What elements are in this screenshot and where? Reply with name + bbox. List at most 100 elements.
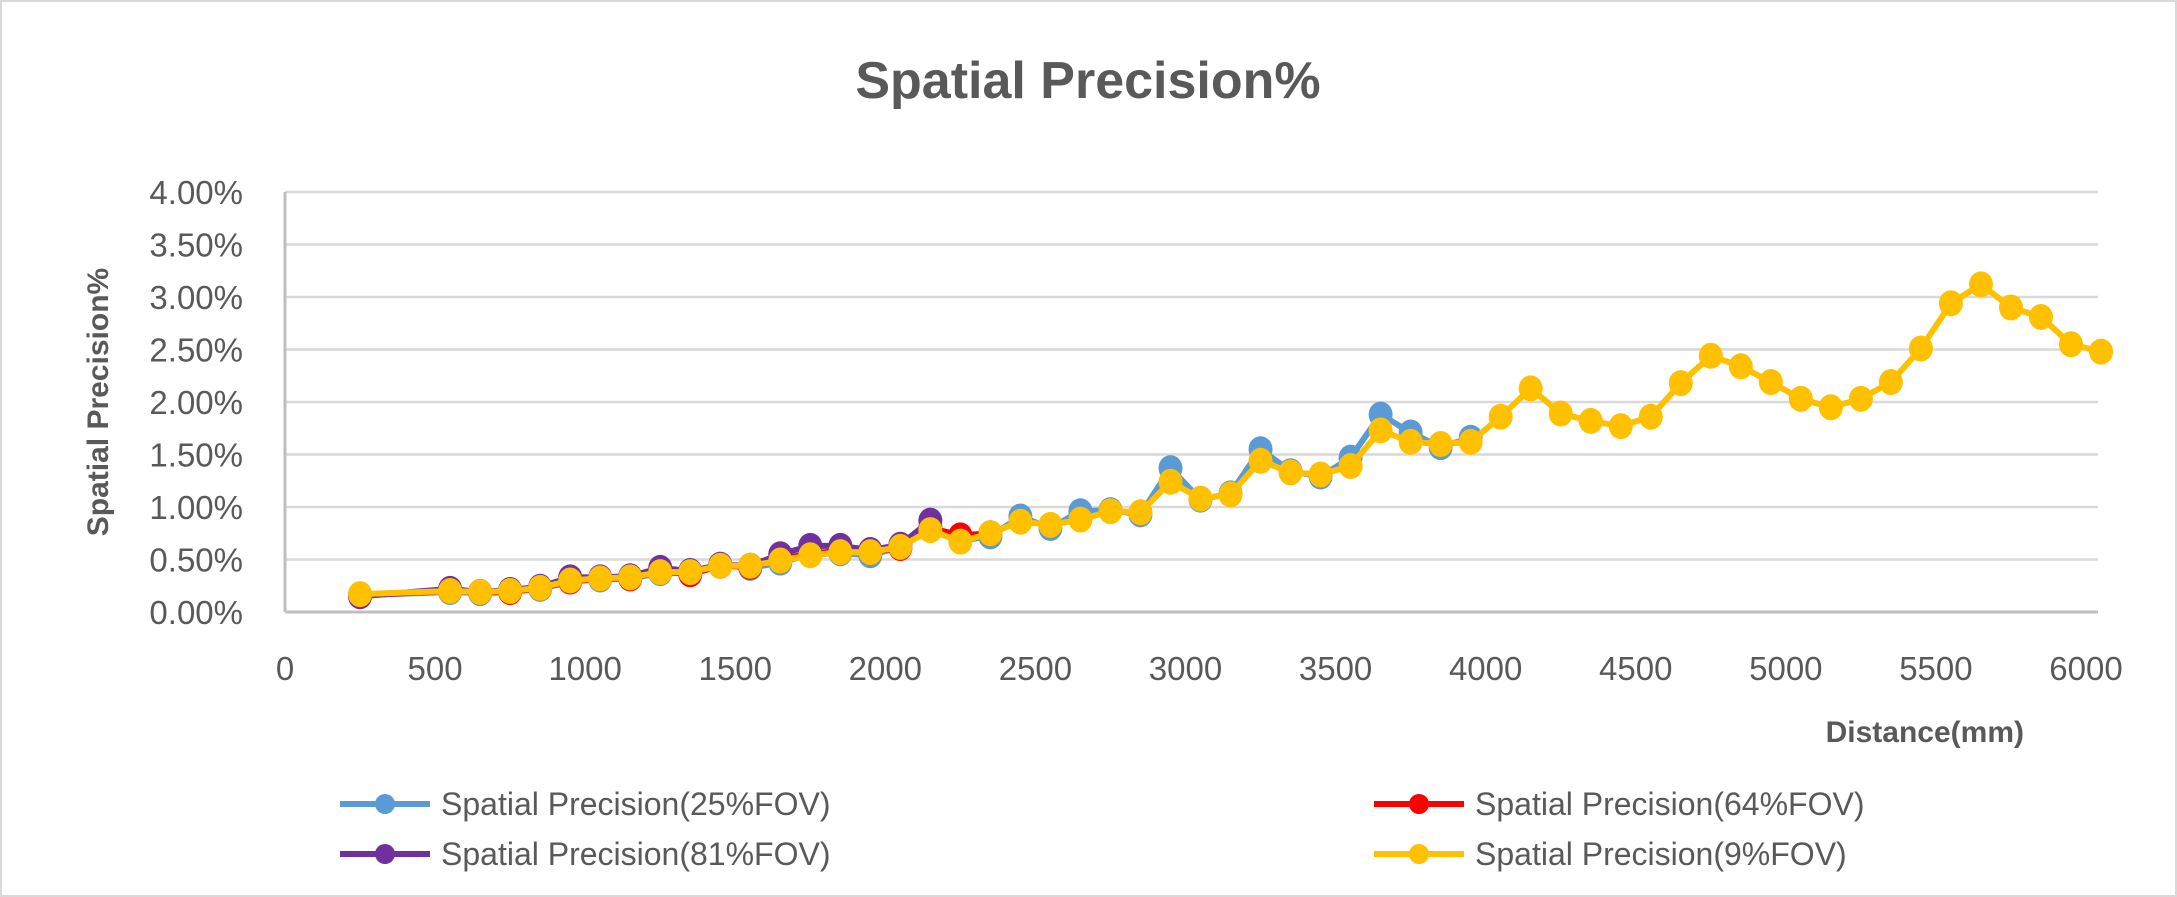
data-point bbox=[798, 542, 823, 569]
y-tick-label: 0.50% bbox=[149, 542, 243, 579]
x-tick-label: 2000 bbox=[849, 650, 922, 687]
x-tick-label: 2500 bbox=[999, 650, 1072, 687]
data-point bbox=[1578, 407, 1603, 434]
data-point bbox=[1938, 290, 1963, 317]
x-tick-label: 1500 bbox=[699, 650, 772, 687]
data-point bbox=[348, 581, 373, 608]
data-point bbox=[498, 578, 523, 604]
legend-marker bbox=[375, 844, 395, 864]
data-point bbox=[468, 579, 493, 606]
data-point bbox=[888, 533, 913, 560]
y-tick-label: 0.00% bbox=[149, 594, 243, 631]
x-tick-label: 3500 bbox=[1299, 650, 1372, 687]
data-point bbox=[1758, 369, 1783, 396]
data-point bbox=[1848, 385, 1873, 412]
legend: Spatial Precision(25%FOV) Spatial Precisi… bbox=[340, 786, 1864, 872]
data-point bbox=[2028, 303, 2053, 330]
data-point bbox=[678, 559, 703, 586]
data-point bbox=[528, 574, 553, 601]
legend-item: Spatial Precision(9%FOV) bbox=[1374, 836, 1847, 872]
data-point bbox=[1158, 468, 1183, 495]
data-point bbox=[1728, 353, 1753, 380]
x-tick-label: 4500 bbox=[1599, 650, 1672, 687]
data-point bbox=[1038, 511, 1063, 538]
series-3 bbox=[348, 271, 2114, 608]
data-point bbox=[738, 552, 763, 579]
data-point bbox=[708, 552, 733, 579]
data-point bbox=[2058, 331, 2083, 358]
data-point bbox=[948, 528, 973, 555]
x-tick-label: 5000 bbox=[1749, 650, 1822, 687]
x-tick-label: 4000 bbox=[1449, 650, 1522, 687]
x-tick-labels: 0 500 1000 1500 2000 2500 3000 3500 4000 4500 5000… bbox=[276, 650, 2123, 687]
y-tick-label: 2.00% bbox=[149, 384, 243, 421]
x-tick-label: 0 bbox=[276, 650, 294, 687]
x-axis-title: Distance(mm) bbox=[1826, 716, 2024, 749]
data-point bbox=[1908, 335, 1933, 362]
data-point bbox=[1458, 428, 1483, 455]
data-point bbox=[1428, 431, 1453, 457]
data-point bbox=[1818, 394, 1843, 421]
data-point bbox=[1788, 385, 1813, 412]
data-point bbox=[1368, 417, 1393, 444]
y-tick-label: 3.00% bbox=[149, 279, 243, 316]
x-tick-label: 1000 bbox=[548, 650, 621, 687]
y-axis-title: Spatial Precision% bbox=[82, 268, 115, 536]
y-tick-label: 4.00% bbox=[149, 174, 243, 211]
data-point bbox=[648, 559, 673, 586]
data-point bbox=[2089, 338, 2114, 365]
data-point bbox=[438, 578, 463, 604]
x-tick-label: 6000 bbox=[2049, 650, 2122, 687]
y-tick-labels: 0.00% 0.50% 1.00% 1.50% 2.00% 2.50% 3.00% 3.50%… bbox=[149, 174, 243, 631]
data-point bbox=[618, 564, 643, 591]
data-point bbox=[858, 539, 883, 566]
data-point bbox=[1608, 413, 1633, 440]
x-tick-label: 5500 bbox=[1899, 650, 1972, 687]
x-tick-label: 3000 bbox=[1149, 650, 1222, 687]
data-point bbox=[1518, 375, 1543, 402]
y-tick-label: 1.00% bbox=[149, 489, 243, 526]
data-point bbox=[918, 517, 943, 544]
legend-label: Spatial Precision(9%FOV) bbox=[1475, 836, 1847, 872]
legend-marker bbox=[375, 794, 395, 814]
data-point bbox=[1398, 428, 1423, 455]
data-point bbox=[768, 547, 793, 574]
data-point bbox=[1968, 271, 1993, 298]
data-point bbox=[1008, 508, 1033, 535]
legend-label: Spatial Precision(81%FOV) bbox=[441, 836, 830, 872]
data-point bbox=[1278, 459, 1303, 486]
data-point bbox=[1698, 342, 1723, 369]
legend-marker bbox=[1409, 794, 1429, 814]
legend-item: Spatial Precision(81%FOV) bbox=[340, 836, 830, 872]
data-point bbox=[1248, 447, 1273, 474]
chart-title: Spatial Precision% bbox=[855, 52, 1320, 110]
gridlines bbox=[283, 190, 2098, 614]
data-point bbox=[1098, 498, 1123, 525]
data-point bbox=[1488, 403, 1513, 430]
data-point bbox=[1308, 461, 1333, 488]
data-point bbox=[1068, 506, 1093, 533]
data-point bbox=[588, 565, 613, 592]
legend-label: Spatial Precision(64%FOV) bbox=[1475, 786, 1864, 822]
legend-label: Spatial Precision(25%FOV) bbox=[441, 786, 830, 822]
data-point bbox=[1878, 369, 1903, 396]
y-tick-label: 1.50% bbox=[149, 437, 243, 474]
series-group bbox=[348, 271, 2114, 610]
y-tick-label: 2.50% bbox=[149, 332, 243, 369]
data-point bbox=[1668, 370, 1693, 397]
data-point bbox=[978, 520, 1003, 547]
data-point bbox=[1338, 453, 1363, 480]
data-point bbox=[828, 539, 853, 566]
data-point bbox=[1128, 499, 1153, 526]
x-tick-label: 500 bbox=[408, 650, 463, 687]
data-point bbox=[1638, 403, 1663, 430]
data-point bbox=[1188, 485, 1213, 512]
y-tick-label: 3.50% bbox=[149, 227, 243, 264]
legend-item: Spatial Precision(25%FOV) bbox=[340, 786, 830, 822]
legend-item: Spatial Precision(64%FOV) bbox=[1374, 786, 1864, 822]
data-point bbox=[558, 567, 583, 594]
data-point bbox=[1548, 400, 1573, 427]
data-point bbox=[1218, 481, 1243, 508]
